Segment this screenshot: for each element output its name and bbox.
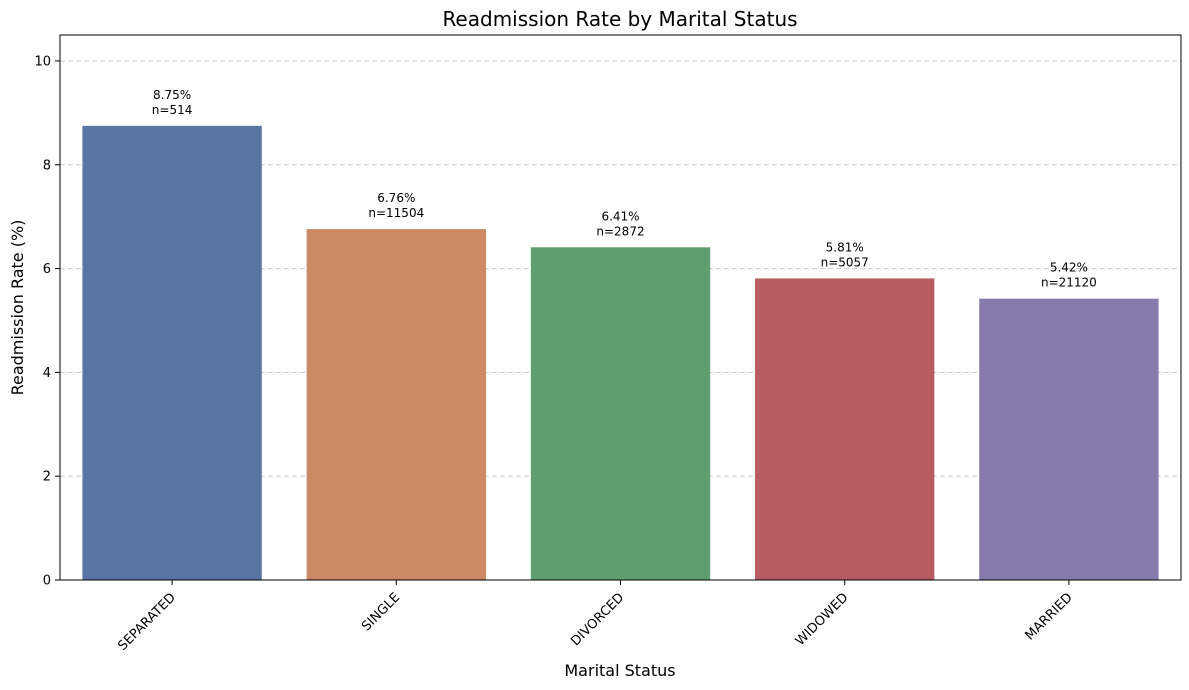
bar-count-label: n=2872 [596, 224, 644, 238]
bar-value-label: 5.81% [826, 240, 864, 254]
x-tick-label: DIVORCED [568, 590, 627, 649]
bar-count-label: n=514 [152, 103, 193, 117]
x-tick-label: SINGLE [359, 590, 403, 634]
bar-value-label: 5.42% [1050, 261, 1088, 275]
bar-married [979, 298, 1159, 580]
bar-count-label: n=11504 [368, 206, 424, 220]
y-axis-label: Readmission Rate (%) [8, 220, 27, 396]
x-tick-label: WIDOWED [793, 590, 852, 649]
y-tick-label: 4 [43, 366, 51, 381]
x-axis: SEPARATED SINGLE DIVORCED WIDOWED MARRIED [115, 580, 1076, 654]
y-tick-label: 2 [43, 470, 51, 485]
x-tick-label: SEPARATED [115, 590, 179, 654]
bar-value-label: 6.76% [377, 191, 415, 205]
y-axis: 0 2 4 6 8 10 [34, 54, 60, 589]
bar-single [306, 229, 486, 580]
y-tick-label: 8 [43, 158, 51, 173]
bar-widowed [755, 278, 935, 580]
bar-separated [82, 125, 262, 580]
bar-value-label: 6.41% [601, 209, 639, 223]
y-tick-label: 10 [34, 54, 51, 69]
bar-value-label: 8.75% [153, 88, 191, 102]
x-axis-label: Marital Status [564, 661, 675, 680]
bar-divorced [530, 247, 711, 581]
bar-count-label: n=21120 [1041, 276, 1097, 290]
x-tick-label: MARRIED [1023, 590, 1076, 643]
chart-title: Readmission Rate by Marital Status [442, 7, 797, 31]
bar-count-label: n=5057 [821, 255, 869, 269]
bars [82, 125, 1159, 581]
y-tick-label: 6 [43, 262, 51, 277]
y-tick-label: 0 [43, 574, 51, 589]
